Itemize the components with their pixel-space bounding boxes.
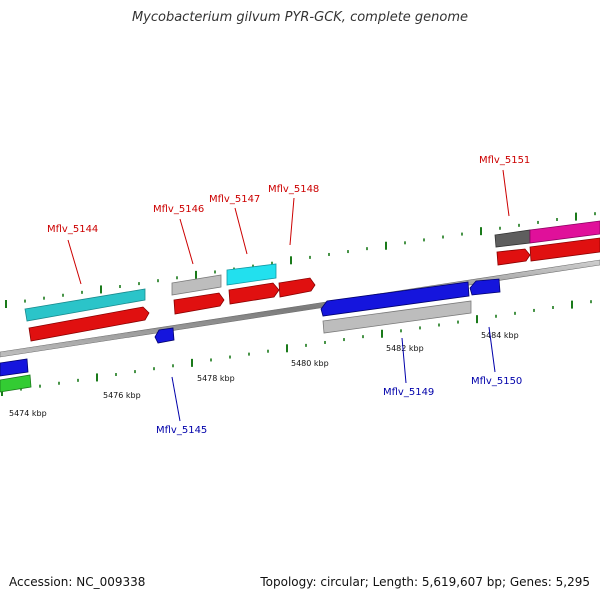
scale-label-5484: 5484 kbp (481, 331, 519, 340)
gene-mflv-5146-cds[interactable] (173, 292, 225, 315)
gene-mflv-5147-feature[interactable] (226, 263, 277, 286)
gene-mflv-5151-feature[interactable] (529, 220, 600, 244)
accession-text: Accession: NC_009338 (9, 575, 146, 589)
gene-mflv-5145-feature[interactable] (154, 327, 175, 344)
gene-neighbor-cds[interactable] (529, 237, 600, 262)
gene-mflv-5147-cds[interactable] (228, 282, 280, 305)
label-mflv-5149[interactable]: Mflv_5149 (383, 387, 434, 398)
label-mflv-5150[interactable]: Mflv_5150 (471, 376, 522, 387)
scale-label-5480: 5480 kbp (291, 359, 329, 368)
label-mflv-5144[interactable]: Mflv_5144 (47, 224, 98, 235)
gene-mflv-5150-cds[interactable] (469, 278, 501, 296)
label-mflv-5146[interactable]: Mflv_5146 (153, 204, 204, 215)
leader-mflv-5149 (401, 337, 407, 384)
gene-mflv-5149-feature[interactable] (322, 300, 472, 334)
gene-mflv-5149-cds[interactable] (320, 281, 470, 317)
scale-label-5476: 5476 kbp (103, 391, 141, 400)
scale-label-5474: 5474 kbp (9, 409, 47, 418)
page-title: Mycobacterium gilvum PYR-GCK, complete g… (131, 10, 469, 25)
gene-left-blue-partial[interactable] (0, 358, 29, 377)
gene-mflv-5144-cds[interactable] (28, 306, 150, 342)
gene-mflv-5148-cds[interactable] (278, 277, 316, 298)
leader-mflv-5145 (171, 376, 181, 422)
genome-summary-text: Topology: circular; Length: 5,619,607 bp… (260, 575, 590, 589)
leader-mflv-5151 (502, 169, 510, 217)
leader-mflv-5144 (67, 239, 82, 285)
label-mflv-5148[interactable]: Mflv_5148 (268, 184, 319, 195)
leader-mflv-5147 (234, 207, 248, 255)
leader-mflv-5150 (488, 326, 496, 373)
gene-mflv-5151-cds[interactable] (496, 248, 531, 266)
scale-label-5482: 5482 kbp (386, 344, 424, 353)
gene-mflv-5144-feature[interactable] (24, 288, 146, 322)
scale-label-5478: 5478 kbp (197, 374, 235, 383)
label-mflv-5145[interactable]: Mflv_5145 (156, 425, 207, 436)
label-mflv-5151[interactable]: Mflv_5151 (479, 155, 530, 166)
label-mflv-5147[interactable]: Mflv_5147 (209, 194, 260, 205)
gene-mflv-5151-gene[interactable] (494, 229, 531, 248)
reverse-tick-row (1, 300, 592, 396)
leader-mflv-5148 (289, 197, 295, 246)
forward-tick-row (5, 212, 596, 308)
leader-mflv-5146 (179, 218, 194, 265)
gene-left-green-partial[interactable] (0, 374, 32, 393)
gene-mflv-5146-feature[interactable] (171, 274, 222, 296)
